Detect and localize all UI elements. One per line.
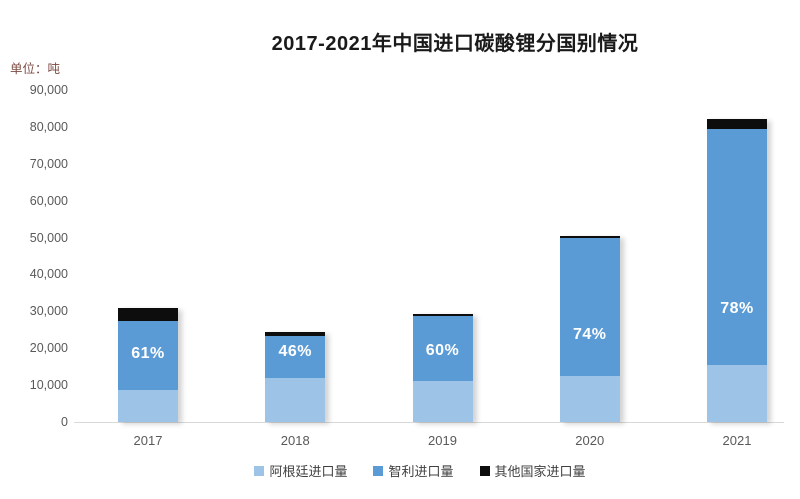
x-axis-label-2018: 2018 — [280, 433, 310, 448]
bar-2017 — [118, 307, 178, 422]
bar-2021 — [707, 119, 767, 422]
legend-item-other-countries: 其他国家进口量 — [479, 461, 586, 480]
bar-2018-other-countries-segment — [265, 332, 326, 337]
bar-2020-other-countries-segment — [559, 235, 620, 239]
bar-2018 — [265, 332, 326, 422]
legend-swatch-other-countries — [479, 465, 490, 476]
bar-2019-chile-segment — [412, 316, 473, 382]
bar-2018-argentina-segment — [265, 377, 326, 422]
bar-2020-chile-segment — [559, 238, 620, 377]
legend-label-other-countries: 其他国家进口量 — [494, 464, 586, 479]
bar-2017-argentina-segment — [118, 389, 178, 422]
y-axis-tick-label: 80,000 — [29, 119, 68, 134]
chart-title: 2017-2021年中国进口碳酸锂分国别情况 — [271, 33, 639, 55]
legend-label-argentina: 阿根廷进口量 — [269, 464, 348, 479]
bar-2019-other-countries-segment — [412, 313, 473, 317]
y-axis-tick-label: 10,000 — [29, 378, 68, 393]
y-axis-tick-label: 70,000 — [29, 156, 68, 171]
legend-swatch-argentina — [254, 465, 265, 476]
pct-label-2020: 74% — [572, 325, 607, 343]
legend-swatch-chile — [373, 465, 384, 476]
y-axis-tick-label: 30,000 — [29, 304, 68, 319]
pct-label-2019: 60% — [425, 342, 460, 360]
y-axis-tick-label: 20,000 — [29, 341, 68, 356]
bar-2018-chile-segment — [265, 336, 326, 378]
y-axis-tick-label: 50,000 — [29, 230, 68, 245]
x-axis-label-2017: 2017 — [133, 433, 163, 448]
bar-2021-other-countries-segment — [707, 119, 767, 130]
bar-2019 — [412, 313, 473, 422]
bar-2021-chile-segment — [707, 129, 767, 365]
bar-2020 — [559, 235, 620, 422]
pct-label-2018: 46% — [278, 342, 313, 360]
bar-2021-argentina-segment — [707, 364, 767, 422]
bar-2019-argentina-segment — [412, 381, 473, 422]
y-axis-tick-label: 90,000 — [29, 83, 68, 97]
y-axis-tick-label: 0 — [61, 415, 68, 429]
x-axis-label-2020: 2020 — [575, 433, 605, 448]
pct-label-2017: 61% — [131, 345, 165, 363]
legend-item-chile: 智利进口量 — [373, 461, 454, 480]
unit-label: 单位：吨 — [10, 62, 61, 76]
x-axis-label-2021: 2021 — [722, 433, 752, 448]
bar-2017-chile-segment — [118, 320, 178, 390]
x-axis-line — [74, 422, 784, 423]
legend: 阿根廷进口量 智利进口量 其他国家进口量 — [20, 461, 800, 480]
legend-label-chile: 智利进口量 — [388, 464, 454, 479]
pct-label-2021: 78% — [720, 300, 754, 318]
legend-item-argentina: 阿根廷进口量 — [254, 461, 347, 480]
bar-2020-argentina-segment — [559, 376, 620, 422]
y-axis-tick-label: 40,000 — [29, 267, 68, 282]
bar-2017-other-countries-segment — [118, 307, 178, 321]
y-axis-tick-label: 60,000 — [29, 193, 68, 208]
x-axis-label-2019: 2019 — [428, 433, 457, 448]
